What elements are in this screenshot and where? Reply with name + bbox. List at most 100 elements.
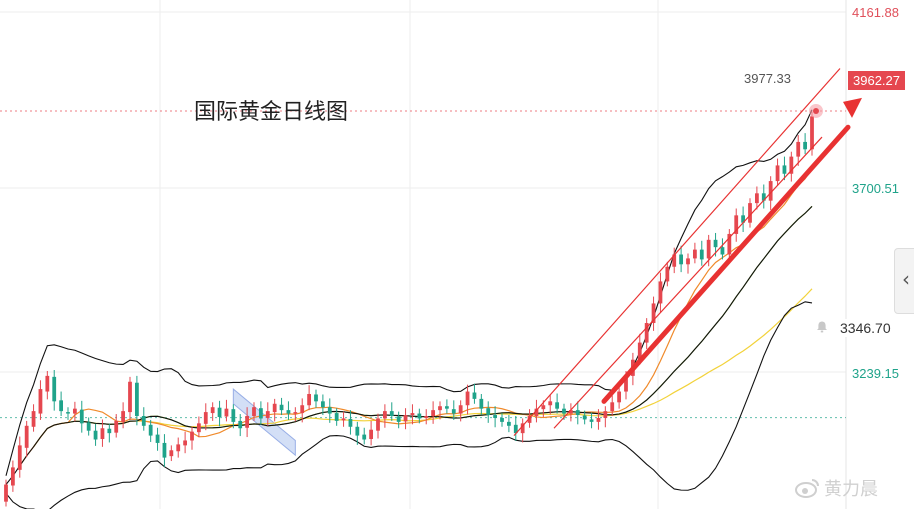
candle-body bbox=[341, 418, 346, 421]
trend-arrow-head bbox=[843, 97, 862, 118]
candle-body bbox=[637, 342, 642, 360]
candle-body bbox=[672, 254, 677, 267]
candle-body bbox=[141, 416, 146, 426]
chart-title: 国际黄金日线图 bbox=[194, 100, 349, 125]
boll-lower-band bbox=[5, 301, 813, 509]
candle-body bbox=[686, 258, 690, 265]
candle-body bbox=[66, 412, 70, 414]
candle-body bbox=[121, 411, 126, 422]
candle-body bbox=[93, 430, 98, 440]
candle-body bbox=[451, 409, 456, 414]
candle-body bbox=[314, 394, 318, 402]
candle-body bbox=[444, 406, 449, 409]
candle-body bbox=[31, 411, 36, 427]
candle-body bbox=[72, 408, 77, 414]
trend-arrow-shaft bbox=[601, 124, 851, 404]
candle-body bbox=[465, 391, 470, 406]
candle-body bbox=[534, 408, 539, 417]
candle-body bbox=[217, 407, 222, 417]
bell-icon[interactable] bbox=[815, 320, 829, 334]
candle-body bbox=[300, 405, 305, 414]
candle-body bbox=[231, 409, 236, 422]
candle-body bbox=[348, 418, 353, 427]
candle-body bbox=[438, 406, 442, 411]
collapse-panel-button[interactable]: ‹ bbox=[894, 248, 914, 314]
candle-body bbox=[506, 421, 511, 426]
candle-body bbox=[382, 411, 387, 419]
candle-body bbox=[458, 405, 463, 414]
y-tick-low: 3239.15 bbox=[852, 366, 899, 381]
candle-body bbox=[389, 411, 394, 417]
candle-body bbox=[741, 215, 746, 223]
candle-body bbox=[624, 375, 628, 392]
candle-body bbox=[245, 416, 250, 428]
candle-body bbox=[279, 404, 284, 411]
candle-body bbox=[258, 408, 263, 419]
candle-body bbox=[10, 467, 15, 486]
candle-body bbox=[272, 403, 277, 413]
candle-body bbox=[596, 417, 601, 422]
candle-body bbox=[183, 440, 188, 446]
candle-body bbox=[417, 413, 422, 419]
candle-body bbox=[252, 407, 256, 417]
candle-body bbox=[79, 409, 84, 424]
candle-body bbox=[396, 416, 401, 422]
reference-price-label: 3346.70 bbox=[836, 319, 895, 337]
candle-body bbox=[362, 434, 367, 440]
watermark: 黄力晨 bbox=[794, 475, 878, 501]
candle-body bbox=[748, 203, 752, 223]
candle-body bbox=[403, 415, 408, 422]
candle-body bbox=[610, 402, 615, 412]
candle-body bbox=[541, 405, 546, 410]
candle-body bbox=[527, 416, 532, 423]
candle-body bbox=[100, 428, 105, 440]
candle-body bbox=[803, 141, 808, 150]
candle-body bbox=[203, 412, 208, 424]
candle-body bbox=[369, 429, 374, 440]
candle-body bbox=[107, 428, 112, 434]
peak-marker bbox=[813, 107, 819, 114]
candle-body bbox=[59, 400, 64, 412]
candle-body bbox=[155, 434, 160, 443]
candle-body bbox=[603, 411, 608, 418]
candle-body bbox=[45, 375, 50, 392]
candle-body bbox=[513, 424, 518, 434]
watermark-text: 黄力晨 bbox=[824, 479, 878, 500]
candle-body bbox=[190, 431, 194, 441]
candle-body bbox=[196, 423, 201, 433]
candle-body bbox=[327, 407, 332, 414]
candle-body bbox=[562, 408, 566, 414]
candle-body bbox=[713, 239, 718, 248]
candle-body bbox=[692, 249, 697, 259]
candle-body bbox=[169, 450, 174, 457]
candle-body bbox=[472, 392, 477, 399]
candle-body bbox=[644, 323, 649, 343]
boll-mid-band bbox=[5, 205, 813, 485]
candle-body bbox=[555, 402, 560, 409]
candle-body bbox=[176, 444, 181, 452]
last-price-badge: 3962.27 bbox=[848, 71, 905, 90]
candle-body bbox=[651, 303, 656, 324]
candle-body bbox=[38, 389, 43, 414]
candle-body bbox=[706, 239, 711, 259]
candle-body bbox=[134, 382, 139, 417]
candle-body bbox=[86, 422, 91, 431]
candle-body bbox=[754, 193, 759, 204]
candle-body bbox=[293, 412, 298, 414]
candle-body bbox=[162, 442, 167, 458]
candle-body bbox=[238, 420, 243, 429]
trend-line-lower bbox=[553, 136, 823, 429]
candle-body bbox=[789, 156, 794, 174]
candle-body bbox=[355, 426, 360, 436]
candle-body bbox=[617, 391, 622, 403]
candle-body bbox=[665, 266, 670, 282]
candle-body bbox=[479, 398, 484, 409]
candle-body bbox=[810, 116, 814, 150]
candle-body bbox=[334, 413, 339, 421]
candle-body bbox=[486, 408, 491, 416]
candle-body bbox=[589, 419, 594, 422]
candle-body bbox=[500, 417, 504, 422]
y-tick-mid: 3700.51 bbox=[852, 181, 899, 196]
